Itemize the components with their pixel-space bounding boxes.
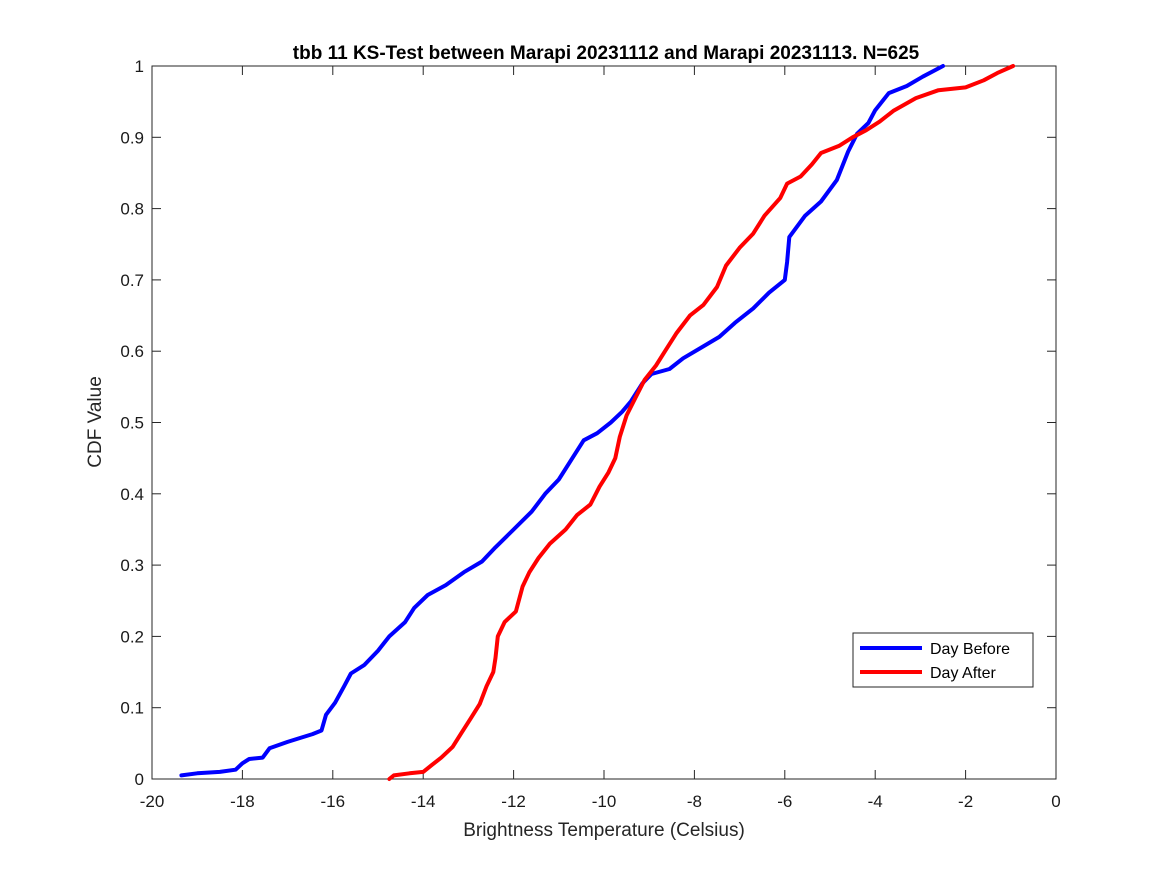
y-tick-label: 0.4: [120, 485, 144, 504]
series-line-day-before: [179, 64, 945, 778]
x-axis-label: Brightness Temperature (Celsius): [463, 820, 745, 841]
x-tick-label: -6: [777, 792, 792, 811]
y-tick-label: 0.1: [120, 699, 144, 718]
y-tick-label: 0: [135, 770, 144, 789]
x-tick-label: -14: [411, 792, 436, 811]
legend-box: [852, 632, 1034, 688]
chart-title: tbb 11 KS-Test between Marapi 20231112 a…: [293, 43, 920, 64]
y-tick-label: 0.5: [120, 414, 144, 433]
legend-label-day-before: Day Before: [930, 641, 1010, 658]
axis-ticks: -20 -18 -16 -14 -12 -10 -8 -6 -4 -2 000.10.20.30.4…: [120, 57, 1060, 811]
x-tick-label: -18: [230, 792, 255, 811]
series-line-day-after: [387, 64, 1016, 781]
x-tick-label: -16: [321, 792, 346, 811]
y-tick-label: 1: [135, 57, 144, 76]
y-tick-label: 0.9: [120, 128, 144, 147]
x-tick-label: -8: [687, 792, 702, 811]
x-tick-label: 0: [1051, 792, 1060, 811]
x-tick-label: -10: [592, 792, 617, 811]
y-axis-label: CDF Value: [85, 376, 106, 468]
legend: Day Before Day After: [852, 632, 1034, 688]
y-tick-label: 0.3: [120, 556, 144, 575]
x-tick-label: -2: [958, 792, 973, 811]
y-tick-label: 0.6: [120, 342, 144, 361]
legend-label-day-after: Day After: [930, 665, 996, 682]
y-tick-label: 0.2: [120, 627, 144, 646]
y-tick-label: 0.7: [120, 271, 144, 290]
series-lines: [179, 64, 1016, 781]
y-tick-label: 0.8: [120, 200, 144, 219]
x-tick-label: -20: [140, 792, 165, 811]
x-tick-label: -12: [501, 792, 526, 811]
x-tick-label: -4: [868, 792, 883, 811]
